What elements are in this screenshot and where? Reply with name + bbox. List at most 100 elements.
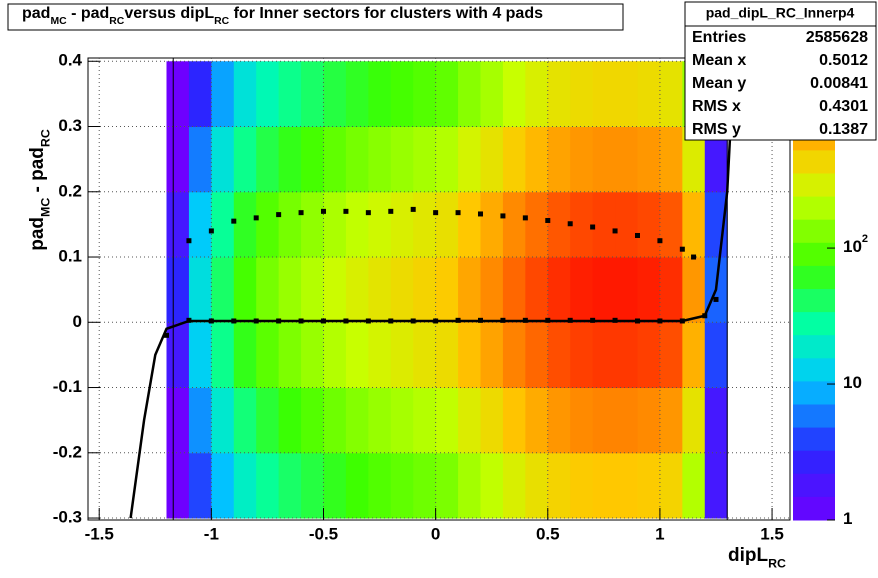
heat-cell — [301, 126, 324, 193]
heat-cell — [682, 322, 706, 389]
heat-cell — [278, 126, 302, 193]
heat-cell — [368, 257, 392, 323]
heat-cell — [502, 452, 526, 519]
heat-cell — [166, 61, 190, 128]
heat-cell — [458, 126, 481, 193]
heat-cell — [256, 322, 280, 389]
heat-cell — [592, 452, 616, 519]
heat-cell — [368, 191, 392, 258]
heat-cell — [256, 257, 280, 323]
heat-cell — [256, 387, 280, 454]
palette-step — [793, 265, 835, 290]
chart-title-part: pad — [22, 5, 50, 22]
heat-cell — [502, 387, 526, 454]
heat-cell — [301, 452, 324, 519]
heat-cell — [390, 126, 414, 193]
chart-title-part: RC — [214, 16, 230, 27]
heat-cell — [547, 126, 571, 193]
y-tick-label: -0.3 — [53, 508, 82, 527]
heat-cell — [570, 191, 594, 258]
x-axis-label-part: RC — [768, 557, 786, 571]
palette-step — [793, 427, 835, 452]
y-axis-label-part: RC — [39, 129, 53, 147]
heat-cell — [256, 191, 280, 258]
heat-cell — [345, 387, 369, 454]
heat-cell — [458, 257, 481, 323]
z-tick-base: 10 — [843, 238, 862, 257]
profile-point — [477, 211, 483, 217]
y-tick-label: -0.2 — [53, 442, 82, 461]
profile-point — [343, 208, 349, 214]
plot-frame — [87, 57, 791, 521]
heat-cell — [637, 126, 661, 193]
heat-cell — [637, 387, 661, 454]
y-tick-label: 0 — [73, 312, 82, 331]
heat-cell — [502, 322, 526, 389]
profile-point — [522, 215, 528, 221]
heat-cell — [345, 191, 369, 258]
heat-cell — [592, 61, 616, 128]
heat-cell — [301, 257, 324, 323]
z-tick-base: 1 — [843, 509, 852, 528]
heat-cell — [166, 191, 190, 258]
heat-cell — [233, 126, 257, 193]
heat-cell — [502, 257, 526, 323]
heat-cell — [211, 322, 235, 389]
heat-cell — [637, 61, 661, 128]
heat-cell — [368, 322, 392, 389]
heat-cell — [323, 322, 347, 389]
heat-cell — [435, 61, 459, 128]
profile-point — [298, 210, 304, 216]
heat-cell — [570, 61, 594, 128]
stats-key: Mean x — [692, 52, 746, 69]
profile-point — [545, 217, 551, 223]
heat-cell — [637, 322, 661, 389]
chart-title: padMC - padRCversus dipLRC for Inner sec… — [22, 5, 543, 27]
heat-cell — [368, 452, 392, 519]
heat-cell — [233, 61, 257, 128]
stats-box — [684, 1, 877, 141]
x-tick-label: 1.5 — [760, 524, 784, 543]
heat-cell — [211, 257, 235, 323]
heat-cell — [368, 387, 392, 454]
stats-key: RMS y — [692, 121, 741, 138]
heat-cell — [615, 452, 638, 519]
palette-step — [793, 289, 835, 313]
heat-cell — [480, 257, 504, 323]
heat-cell — [615, 191, 638, 258]
z-tick-label: 1 — [843, 509, 852, 528]
heat-cell — [704, 452, 728, 519]
heat-cell — [458, 387, 481, 454]
profile-point — [163, 332, 169, 338]
palette-step — [793, 150, 835, 174]
heat-cell — [211, 126, 235, 193]
profile-point — [657, 238, 663, 244]
heat-cell — [188, 126, 212, 193]
heat-cell — [413, 126, 437, 193]
y-axis-label: padMC - padRC — [27, 129, 53, 251]
heat-cell — [256, 61, 280, 128]
heat-cell — [188, 61, 212, 128]
y-tick-label: 0.2 — [58, 181, 82, 200]
y-tick-label: -0.1 — [53, 377, 82, 396]
heat-cell — [211, 452, 235, 519]
palette-step — [793, 473, 835, 498]
heat-cell — [390, 452, 414, 519]
profile-point — [634, 232, 640, 238]
heat-cell — [301, 191, 324, 258]
heat-cell — [682, 452, 706, 519]
x-tick-label: 0 — [431, 524, 440, 543]
heat-cell — [301, 387, 324, 454]
palette-step — [793, 358, 835, 382]
heat-cell — [458, 322, 481, 389]
profile-point — [713, 296, 719, 302]
heat-cell — [547, 387, 571, 454]
heat-cell — [547, 452, 571, 519]
heat-cell — [615, 322, 638, 389]
heat-cell — [413, 322, 437, 389]
profile-point — [208, 228, 214, 234]
heat-cell — [525, 387, 549, 454]
heat-cell — [278, 257, 302, 323]
heat-cell — [188, 191, 212, 258]
